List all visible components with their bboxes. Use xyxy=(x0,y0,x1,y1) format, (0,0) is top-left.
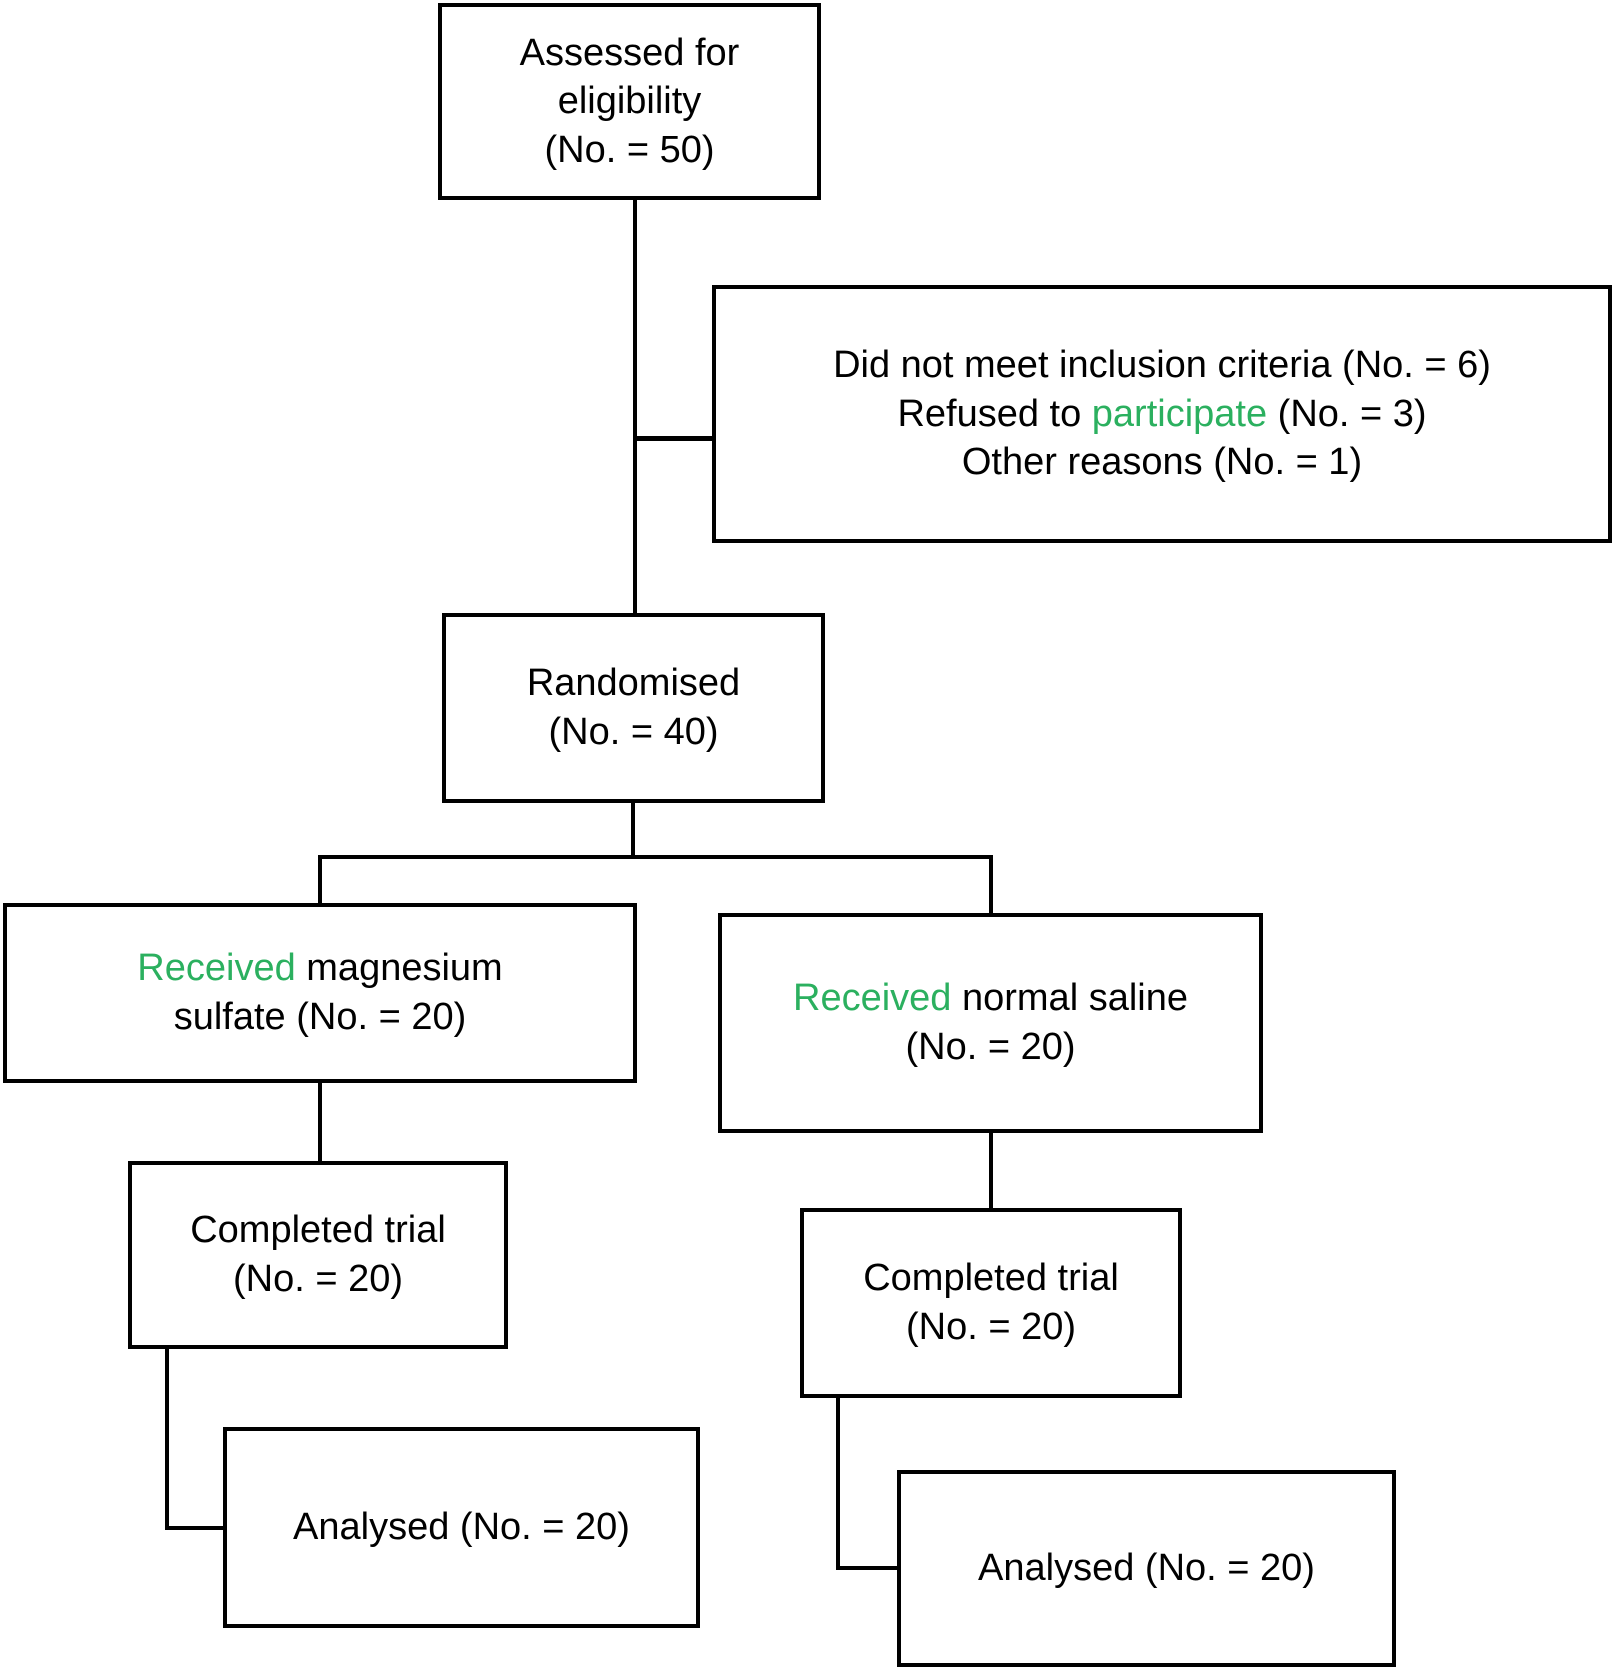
node-text-line: (No. = 40) xyxy=(548,708,718,757)
text-segment: Analysed (No. = 20) xyxy=(978,1547,1315,1590)
highlighted-word: participate xyxy=(1091,392,1268,435)
node-text-line: Analysed (No. = 20) xyxy=(293,1503,630,1552)
text-segment: eligibility xyxy=(557,80,702,123)
node-text-line: Did not meet inclusion criteria (No. = 6… xyxy=(833,341,1491,390)
connector-exclusions-stub xyxy=(634,436,716,441)
text-segment: Analysed (No. = 20) xyxy=(293,1506,630,1549)
text-segment: Refused to xyxy=(897,392,1092,435)
text-segment: normal saline xyxy=(951,977,1188,1020)
node-text-line: Received magnesium xyxy=(137,944,502,993)
text-segment: (No. = 40) xyxy=(548,711,719,753)
connector-assessed-to-randomised xyxy=(633,198,637,617)
highlighted-word: Received xyxy=(137,947,296,990)
connector-completed-left-elbow-down xyxy=(165,1347,169,1530)
node-received-normal-saline: Received normal saline (No. = 20) xyxy=(718,913,1263,1133)
text-segment: sulfate (No. = 20) xyxy=(173,996,467,1038)
node-text-line: Other reasons (No. = 1) xyxy=(962,438,1362,487)
node-randomised: Randomised (No. = 40) xyxy=(442,613,825,803)
connector-branch-bar xyxy=(318,855,993,859)
node-text-line: (No. = 20) xyxy=(906,1303,1076,1352)
node-analysed-right: Analysed (No. = 20) xyxy=(897,1470,1396,1667)
node-completed-trial-left: Completed trial (No. = 20) xyxy=(128,1161,508,1349)
node-received-magnesium-sulfate: Received magnesium sulfate (No. = 20) xyxy=(3,903,637,1083)
node-assessed-eligibility: Assessed for eligibility (No. = 50) xyxy=(438,3,821,200)
text-segment: (No. = 50) xyxy=(544,128,715,171)
text-segment: (No. = 20) xyxy=(905,1306,1077,1348)
text-segment: Did not meet inclusion criteria (No. = 6… xyxy=(833,344,1491,387)
connector-branch-right-drop xyxy=(989,855,993,917)
node-completed-trial-right: Completed trial (No. = 20) xyxy=(800,1208,1182,1398)
node-exclusions: Did not meet inclusion criteria (No. = 6… xyxy=(712,285,1612,543)
text-segment: Randomised xyxy=(526,662,741,705)
node-text-line: sulfate (No. = 20) xyxy=(174,993,467,1042)
text-segment: Completed trial xyxy=(190,1209,446,1252)
node-text-line: (No. = 50) xyxy=(544,126,714,175)
connector-magnesium-to-completed xyxy=(318,1079,322,1165)
text-segment: Assessed for xyxy=(519,31,740,74)
node-text-line: Analysed (No. = 20) xyxy=(978,1544,1315,1593)
node-text-line: Completed trial xyxy=(863,1254,1119,1303)
node-text-line: (No. = 20) xyxy=(233,1255,403,1304)
highlighted-word: Received xyxy=(793,977,952,1020)
node-text-line: Randomised xyxy=(527,659,740,708)
node-text-line: Completed trial xyxy=(190,1206,446,1255)
node-text-line: (No. = 20) xyxy=(905,1023,1075,1072)
text-segment: (No. = 20) xyxy=(232,1258,404,1300)
text-segment: magnesium xyxy=(295,947,503,990)
connector-completed-right-elbow-down xyxy=(836,1394,840,1570)
node-text-line: Refused to participate (No. = 3) xyxy=(897,390,1426,439)
connector-saline-to-completed xyxy=(989,1129,993,1212)
connector-randomised-drop xyxy=(631,800,635,859)
text-segment: (No. = 20) xyxy=(905,1026,1076,1068)
text-segment: Completed trial xyxy=(863,1257,1119,1300)
node-text-line: eligibility xyxy=(558,77,702,126)
text-segment: (No. = 3) xyxy=(1267,392,1427,435)
connector-completed-right-elbow-across xyxy=(836,1566,901,1570)
text-segment: Other reasons (No. = 1) xyxy=(961,441,1363,484)
node-text-line: Received normal saline xyxy=(793,974,1188,1023)
node-text-line: Assessed for xyxy=(520,29,740,78)
connector-completed-left-elbow-across xyxy=(165,1526,227,1530)
node-analysed-left: Analysed (No. = 20) xyxy=(223,1427,700,1628)
connector-branch-left-drop xyxy=(318,855,322,907)
